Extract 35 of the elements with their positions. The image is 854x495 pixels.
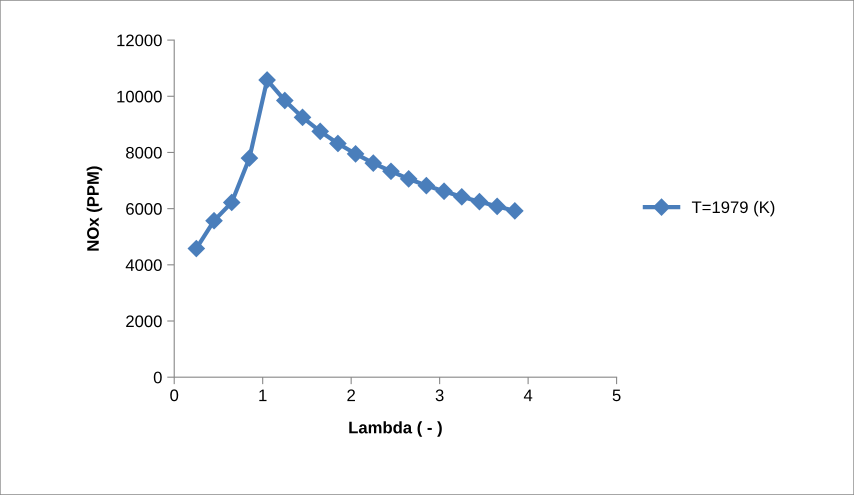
point [223, 194, 240, 212]
point [188, 240, 205, 258]
y-tick-label: 0 [154, 372, 162, 384]
point [436, 182, 453, 200]
point [382, 162, 400, 180]
y-tick-label: 6000 [126, 203, 162, 215]
point [488, 198, 506, 215]
point [205, 212, 223, 230]
legend-label: T=1979 (K) [692, 200, 774, 216]
x-tick-label: 3 [436, 389, 444, 402]
point [400, 170, 418, 188]
x-tick-label: 4 [524, 390, 532, 402]
point [418, 177, 435, 194]
y-tick-label: 4000 [126, 259, 162, 272]
point [347, 145, 364, 162]
point [276, 92, 294, 110]
y-tick-label: 10000 [117, 90, 162, 102]
point [470, 193, 488, 210]
y-tick-label: 2000 [126, 315, 162, 328]
point [240, 150, 258, 167]
point [312, 122, 329, 140]
point [258, 71, 276, 89]
point [506, 202, 524, 220]
x-tick-label: 1 [259, 390, 267, 402]
point [294, 108, 312, 126]
y-tick-label: 8000 [126, 146, 162, 159]
x-axis-title: Lambda ( - ) [349, 421, 442, 437]
y-tick-label: 12000 [117, 34, 162, 46]
x-tick-label: 0 [170, 389, 178, 402]
y-axis-title: NOx (PPM) [86, 166, 102, 251]
point [364, 154, 382, 172]
x-tick-label: 5 [612, 390, 621, 402]
point [329, 134, 346, 152]
point [453, 188, 470, 206]
x-tick-label: 2 [347, 389, 355, 402]
